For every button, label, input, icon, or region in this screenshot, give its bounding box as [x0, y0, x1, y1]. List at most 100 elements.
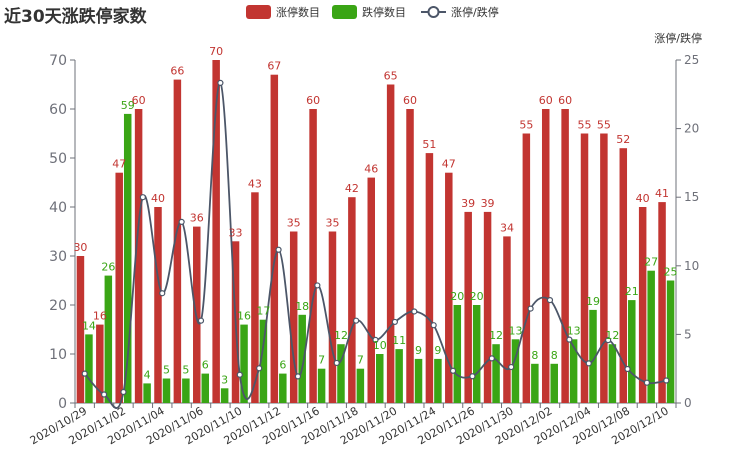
bar-limit-down-31 — [666, 280, 675, 403]
bar-limit-up-12 — [289, 231, 298, 403]
bar-limit-down-8 — [220, 388, 229, 403]
y-left-tick-label: 0 — [58, 396, 67, 412]
ratio-point-14 — [333, 359, 340, 367]
bar-limit-up-23 — [503, 236, 511, 403]
bar-limit-up-2 — [96, 324, 104, 403]
label-limit-down-26: 13 — [567, 324, 581, 337]
bar-limit-up-14 — [328, 231, 337, 403]
label-limit-up-18: 60 — [403, 94, 417, 107]
ratio-point-18 — [411, 308, 418, 315]
bar-limit-down-28 — [608, 344, 617, 403]
label-limit-down-8: 3 — [221, 373, 228, 386]
label-limit-down-25: 8 — [551, 349, 558, 362]
bar-limit-up-31 — [658, 202, 666, 403]
y-left-tick-label: 60 — [49, 102, 67, 118]
y-right-tick-label: 5 — [684, 327, 692, 341]
ratio-point-5 — [159, 290, 166, 297]
bar-limit-up-16 — [367, 177, 375, 403]
legend-label: 涨停数目 — [276, 5, 320, 19]
ratio-point-25 — [546, 297, 554, 304]
label-limit-down-2: 26 — [101, 261, 115, 274]
label-limit-down-10: 17 — [256, 305, 270, 318]
label-limit-up-21: 39 — [461, 197, 475, 210]
bar-limit-up-19 — [425, 153, 434, 403]
label-limit-down-27: 19 — [586, 295, 600, 308]
y-right-tick-label: 20 — [684, 122, 699, 136]
ratio-point-30 — [643, 379, 651, 386]
bar-limit-up-28 — [600, 133, 608, 403]
ratio-point-31 — [663, 377, 670, 384]
y-right-tick-label: 0 — [684, 396, 692, 410]
label-limit-down-6: 5 — [182, 364, 189, 377]
ratio-line — [81, 79, 670, 409]
bar-limit-up-20 — [445, 172, 453, 403]
label-limit-up-22: 39 — [481, 197, 495, 210]
bar-limit-up-21 — [464, 211, 472, 403]
label-limit-down-30: 27 — [644, 256, 658, 269]
bar-limit-down-6 — [182, 378, 190, 403]
label-limit-down-21: 20 — [470, 290, 484, 303]
label-limit-up-4: 60 — [132, 94, 146, 107]
label-limit-up-1: 30 — [73, 241, 87, 254]
ratio-point-27 — [585, 360, 592, 367]
label-limit-up-25: 60 — [539, 94, 553, 107]
bar-limit-up-10 — [251, 192, 259, 403]
label-limit-up-6: 66 — [170, 65, 184, 78]
label-limit-down-29: 21 — [625, 285, 639, 298]
bar-limit-up-24 — [522, 133, 531, 403]
legend-item-2[interactable]: 跌停数目 — [332, 5, 406, 19]
label-limit-up-8: 70 — [209, 45, 223, 58]
ratio-point-15 — [353, 317, 360, 324]
bar-limit-up-26 — [561, 109, 569, 403]
label-limit-down-23: 13 — [508, 324, 522, 337]
ratio-point-12 — [294, 373, 302, 380]
legend-item-1[interactable]: 涨停数目 — [246, 5, 320, 19]
ratio-point-29 — [624, 365, 631, 373]
ratio-point-19 — [430, 322, 437, 329]
label-limit-down-9: 16 — [237, 310, 251, 323]
y-right-tick-label: 25 — [684, 53, 699, 67]
bar-limit-up-8 — [212, 60, 220, 403]
y-left-tick-label: 40 — [49, 200, 67, 216]
bar-limit-down-19 — [434, 358, 442, 403]
bar-limit-down-20 — [453, 305, 462, 403]
label-limit-up-20: 47 — [442, 158, 456, 171]
legend[interactable]: 涨停数目 跌停数目 涨停/跌停 — [246, 5, 499, 19]
legend-swatch — [246, 5, 271, 19]
y-left-tick-label: 30 — [49, 249, 67, 265]
label-limit-up-24: 55 — [519, 119, 533, 132]
bars — [76, 60, 675, 404]
label-limit-down-14: 12 — [334, 329, 348, 342]
legend-marker — [427, 6, 440, 18]
bar-limit-down-5 — [162, 378, 171, 403]
label-limit-up-17: 65 — [384, 70, 398, 83]
bar-limit-up-30 — [638, 207, 647, 403]
ratio-point-22 — [488, 355, 495, 362]
bar-limit-up-1 — [76, 256, 85, 403]
label-limit-up-19: 51 — [422, 138, 436, 151]
bar-limit-down-16 — [376, 354, 384, 403]
ratio-point-23 — [508, 363, 515, 371]
label-limit-up-13: 60 — [306, 94, 320, 107]
label-limit-up-3: 47 — [112, 158, 126, 171]
label-limit-up-31: 41 — [655, 187, 669, 200]
bar-limit-up-3 — [115, 172, 123, 403]
bar-limit-down-18 — [414, 358, 423, 403]
bar-limit-down-9 — [240, 324, 248, 403]
label-limit-up-23: 34 — [500, 221, 514, 234]
y-axis-right-name: 涨停/跌停 — [654, 31, 702, 45]
data-labels: 3014162647596044056653667033316431767635… — [73, 45, 677, 386]
bar-limit-down-25 — [550, 363, 558, 403]
label-limit-up-12: 35 — [287, 217, 301, 230]
bar-limit-down-22 — [492, 344, 500, 403]
bar-limit-up-4 — [134, 109, 143, 403]
legend-item-3[interactable]: 涨停/跌停 — [421, 5, 499, 19]
ratio-point-1 — [81, 370, 88, 377]
y-right-tick-label: 10 — [684, 259, 699, 273]
bar-limit-down-10 — [259, 319, 268, 403]
ratio-point-28 — [605, 337, 612, 344]
label-limit-down-17: 11 — [392, 334, 406, 347]
bar-limit-up-22 — [483, 211, 492, 403]
legend-swatch — [332, 5, 357, 19]
label-limit-up-26: 60 — [558, 94, 572, 107]
